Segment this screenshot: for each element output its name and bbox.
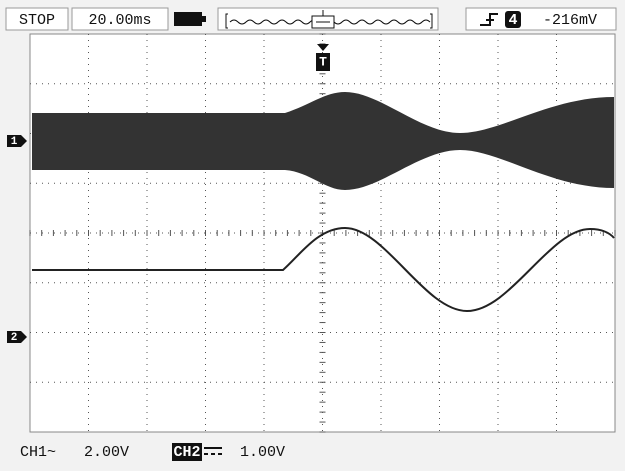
ch2-marker: 2: [11, 332, 18, 344]
status: STOP: [19, 12, 55, 29]
timebase: 20.00ms: [88, 12, 151, 29]
trigger-level: -216mV: [543, 12, 597, 29]
ch2-name: CH2: [173, 444, 200, 461]
ch1-marker: 1: [11, 136, 18, 148]
battery-icon: [174, 12, 206, 26]
trigger-marker: T: [319, 54, 327, 69]
ch1-name: CH1~: [20, 444, 56, 461]
trigger-channel: 4: [508, 12, 517, 29]
oscilloscope-screen: STOP 20.00ms 4 -216mV T 1 2 CH1~ 2.00V C…: [0, 0, 625, 471]
ch2-scale: 1.00V: [240, 444, 285, 461]
ch1-scale: 2.00V: [84, 444, 129, 461]
